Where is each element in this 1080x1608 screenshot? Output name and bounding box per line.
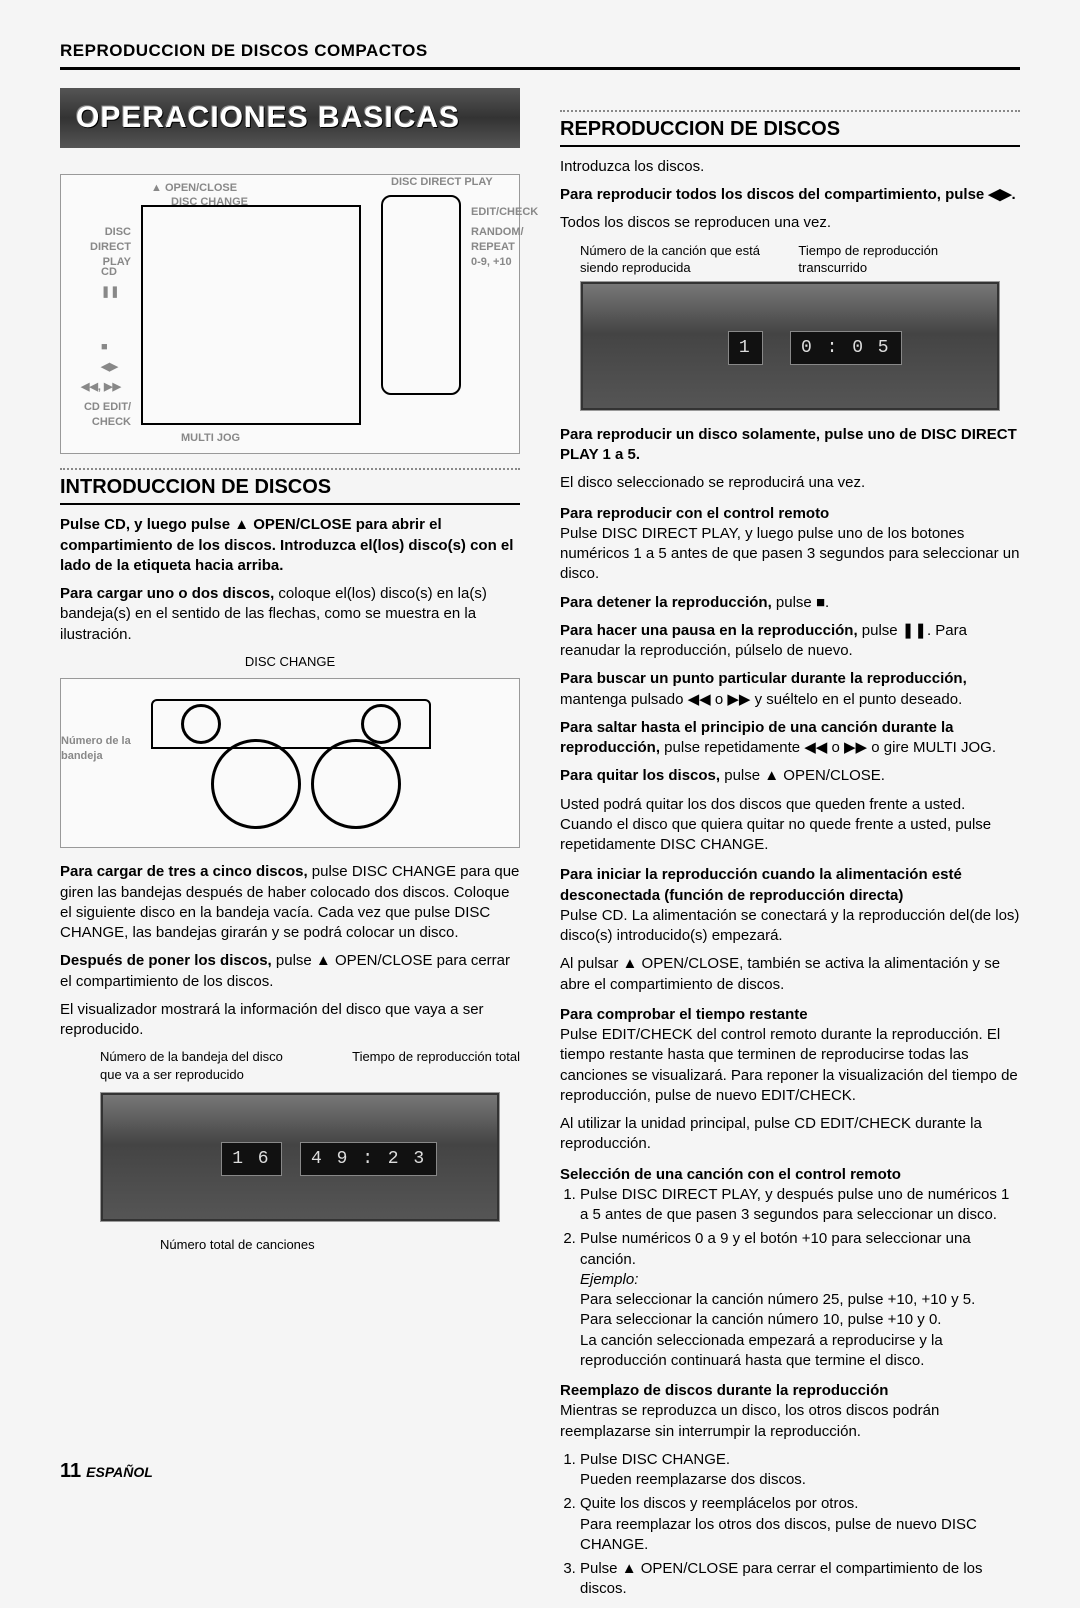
- replace-steps: Pulse DISC CHANGE. Pueden reemplazarse d…: [560, 1450, 1020, 1600]
- replace-step-3: Pulse ▲ OPEN/CLOSE para cerrar el compar…: [580, 1559, 1020, 1600]
- label-cd: CD: [101, 265, 117, 280]
- display-diagram-1: 1 6 4 9 : 2 3: [100, 1092, 500, 1222]
- example-label: Ejemplo:: [580, 1270, 1020, 1290]
- load-3to5-lead: Para cargar de tres a cinco discos,: [60, 863, 308, 880]
- after-loading-lead: Después de poner los discos,: [60, 952, 272, 969]
- title-box: OPERACIONES BASICAS: [60, 88, 520, 149]
- label-prevnext: ◀▶: [101, 360, 118, 375]
- intro-instruction-2: Para cargar uno o dos discos, coloque el…: [60, 584, 520, 645]
- select-title: Selección de una canción con el control …: [560, 1165, 1020, 1185]
- remove-line: Para quitar los discos, pulse ▲ OPEN/CLO…: [560, 766, 1020, 786]
- select-steps: Pulse DISC DIRECT PLAY, y después pulse …: [560, 1185, 1020, 1371]
- example-2: Para seleccionar la canción número 10, p…: [580, 1310, 1020, 1330]
- replace-step-2-text: Quite los discos y reemplácelos por otro…: [580, 1495, 858, 1512]
- replace-step-1-sub: Pueden reemplazarse dos discos.: [580, 1470, 1020, 1490]
- label-stop: ■: [101, 340, 108, 355]
- example-3: La canción seleccionada empezará a repro…: [580, 1331, 1020, 1372]
- play-one-disc-sub: El disco seleccionado se reproducirá una…: [560, 473, 1020, 493]
- display2-label-right: Tiempo de reproducción transcurrido: [798, 242, 1000, 277]
- label-edit-check: EDIT/CHECK: [471, 205, 538, 220]
- example-1: Para seleccionar la canción número 25, p…: [580, 1290, 1020, 1310]
- display1-readout-b: 4 9 : 2 3: [300, 1142, 437, 1176]
- play-all-instruction: Para reproducir todos los discos del com…: [560, 185, 1020, 205]
- replace-intro: Mientras se reproduzca un disco, los otr…: [560, 1401, 1020, 1442]
- page-number: 11: [60, 1460, 81, 1482]
- section-title-play: REPRODUCCION DE DISCOS: [560, 116, 1020, 147]
- two-column-layout: OPERACIONES BASICAS ▲ OPEN/CLOSE DISC CH…: [60, 88, 1020, 1608]
- section-title-intro: INTRODUCCION DE DISCOS: [60, 474, 520, 505]
- select-step-1: Pulse DISC DIRECT PLAY, y después pulse …: [580, 1185, 1020, 1226]
- display2-callouts: Número de la canción que está siendo rep…: [560, 242, 1020, 277]
- label-random: RANDOM/ REPEAT: [471, 225, 541, 255]
- stop-rest: pulse ■.: [772, 594, 829, 611]
- display2-readout-b: 0 : 0 5: [790, 331, 902, 365]
- label-cd-edit: CD EDIT/ CHECK: [61, 400, 131, 430]
- label-open-close: ▲ OPEN/CLOSE: [151, 181, 237, 196]
- remain-title: Para comprobar el tiempo restante: [560, 1005, 1020, 1025]
- label-skip: ◀◀, ▶▶: [81, 380, 121, 395]
- insert-discs: Introduzca los discos.: [560, 157, 1020, 177]
- stop-lead: Para detener la reproducción,: [560, 594, 772, 611]
- replace-step-2: Quite los discos y reemplácelos por otro…: [580, 1494, 1020, 1555]
- tray-diagram: Número de la bandeja: [60, 678, 520, 848]
- after-loading: Después de poner los discos, pulse ▲ OPE…: [60, 951, 520, 992]
- remain-body2: Al utilizar la unidad principal, pulse C…: [560, 1114, 1020, 1155]
- remain-body: Pulse EDIT/CHECK del control remoto dura…: [560, 1025, 1020, 1106]
- remove-body: Usted podrá quitar los dos discos que qu…: [560, 795, 1020, 856]
- play-one-disc: Para reproducir un disco solamente, puls…: [560, 425, 1020, 466]
- label-disc-change: DISC CHANGE: [171, 195, 248, 210]
- direct-power-p1: Pulse CD. La alimentación se conectará y…: [560, 906, 1020, 947]
- label-multijog: MULTI JOG: [181, 431, 240, 446]
- direct-power-p2: Al pulsar ▲ OPEN/CLOSE, también se activ…: [560, 954, 1020, 995]
- load-discs-lead: Para cargar uno o dos discos,: [60, 585, 274, 602]
- stop-line: Para detener la reproducción, pulse ■.: [560, 593, 1020, 613]
- replace-step-1-text: Pulse DISC CHANGE.: [580, 1451, 730, 1468]
- replace-step-2-sub: Para reemplazar los otros dos discos, pu…: [580, 1515, 1020, 1556]
- remove-lead: Para quitar los discos,: [560, 767, 720, 784]
- pause-line: Para hacer una pausa en la reproducción,…: [560, 621, 1020, 662]
- replace-title: Reemplazo de discos durante la reproducc…: [560, 1381, 1020, 1401]
- display-info: El visualizador mostrará la información …: [60, 1000, 520, 1041]
- load-3to5: Para cargar de tres a cinco discos, puls…: [60, 862, 520, 943]
- tray-top-label: DISC CHANGE: [60, 653, 520, 671]
- select-step-2: Pulse numéricos 0 a 9 y el botón +10 par…: [580, 1229, 1020, 1371]
- label-pause: ❚❚: [101, 285, 119, 300]
- label-remote-direct: DISC DIRECT PLAY: [391, 175, 493, 190]
- display1-label-right: Tiempo de reproducción total: [352, 1048, 520, 1083]
- page-language: ESPAÑOL: [86, 1464, 153, 1480]
- tray-left-label: Número de la bandeja: [61, 734, 141, 764]
- remove-rest: pulse ▲ OPEN/CLOSE.: [720, 767, 885, 784]
- skip-rest: pulse repetidamente ◀◀ o ▶▶ o gire MULTI…: [660, 739, 996, 756]
- stereo-remote-diagram: ▲ OPEN/CLOSE DISC CHANGE DISC DIRECT PLA…: [60, 174, 520, 454]
- direct-power-title: Para iniciar la reproducción cuando la a…: [560, 865, 1020, 906]
- search-lead: Para buscar un punto particular durante …: [560, 670, 967, 687]
- display2-label-left: Número de la canción que está siendo rep…: [580, 242, 782, 277]
- display1-readout-a: 1 6: [221, 1142, 281, 1176]
- display-diagram-2: 1 0 : 0 5: [580, 281, 1000, 411]
- remote-play-body: Pulse DISC DIRECT PLAY, y luego pulse un…: [560, 524, 1020, 585]
- right-column: REPRODUCCION DE DISCOS Introduzca los di…: [560, 88, 1020, 1608]
- page-footer: 11 ESPAÑOL: [60, 1458, 153, 1485]
- display1-callouts: Número de la bandeja del disco que va a …: [60, 1048, 520, 1083]
- display1-bottom-label: Número total de canciones: [60, 1236, 520, 1254]
- display2-readout-a: 1: [728, 331, 763, 365]
- intro-instruction-1: Pulse CD, y luego pulse ▲ OPEN/CLOSE par…: [60, 515, 520, 576]
- replace-step-1: Pulse DISC CHANGE. Pueden reemplazarse d…: [580, 1450, 1020, 1491]
- play-all-once: Todos los discos se reproducen una vez.: [560, 213, 1020, 233]
- skip-line: Para saltar hasta el principio de una ca…: [560, 718, 1020, 759]
- search-rest: mantenga pulsado ◀◀ o ▶▶ y suéltelo en e…: [560, 691, 962, 708]
- select-step-2-text: Pulse numéricos 0 a 9 y el botón +10 par…: [580, 1230, 971, 1267]
- left-column: OPERACIONES BASICAS ▲ OPEN/CLOSE DISC CH…: [60, 88, 520, 1608]
- page-header: REPRODUCCION DE DISCOS COMPACTOS: [60, 40, 1020, 70]
- search-line: Para buscar un punto particular durante …: [560, 669, 1020, 710]
- display1-label-left: Número de la bandeja del disco que va a …: [100, 1048, 302, 1083]
- label-num: 0-9, +10: [471, 255, 512, 270]
- label-disc-direct: DISC DIRECT PLAY: [61, 225, 131, 270]
- remote-play-title: Para reproducir con el control remoto: [560, 504, 1020, 524]
- pause-lead: Para hacer una pausa en la reproducción,: [560, 622, 858, 639]
